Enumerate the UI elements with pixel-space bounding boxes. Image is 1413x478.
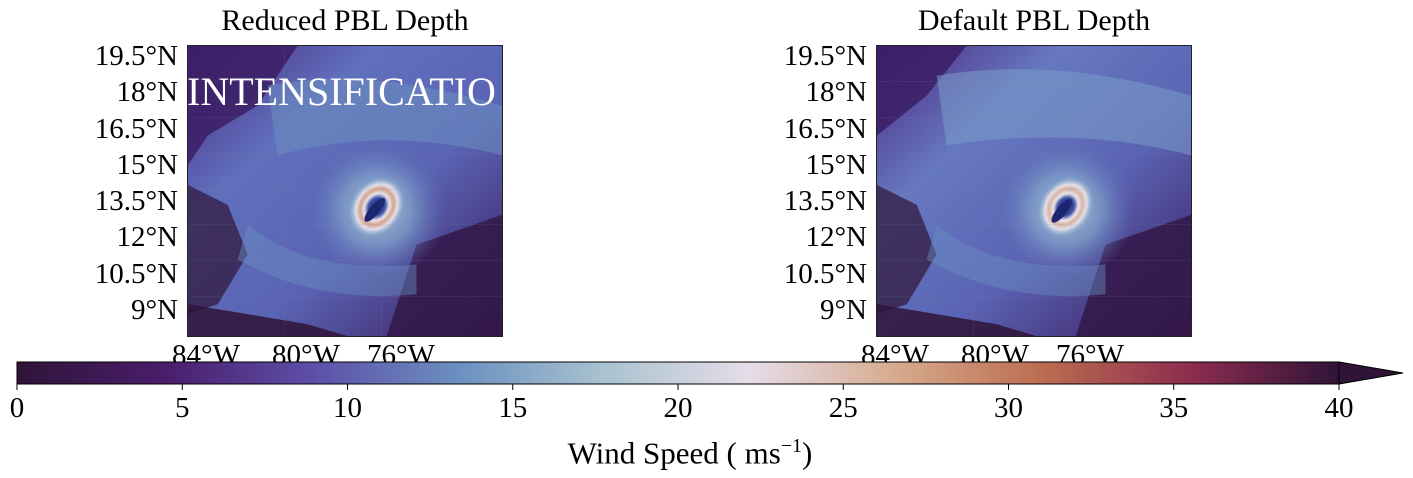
lat-tick: 12°N xyxy=(116,221,178,253)
panel-reduced-pbl: Reduced PBL Depth xyxy=(0,0,700,370)
panel-default-pbl: Default PBL Depth xyxy=(689,0,1389,370)
map-heatmap xyxy=(188,46,502,336)
colorbar-label-text: Wind Speed xyxy=(567,435,719,471)
colorbar-label: Wind Speed ( ms−1) xyxy=(567,435,813,471)
colorbar-extend-arrow xyxy=(1338,361,1404,385)
lat-tick: 10.5°N xyxy=(94,258,178,290)
panel-title: Default PBL Depth xyxy=(917,4,1151,37)
colorbar-unit: ms xyxy=(744,435,781,471)
colorbar-bar xyxy=(16,361,1340,385)
lat-tick: 10.5°N xyxy=(783,258,867,290)
colorbar-tick-label: 5 xyxy=(175,392,190,424)
panel-title: Reduced PBL Depth xyxy=(221,4,469,37)
colorbar-tick-label: 15 xyxy=(498,392,528,424)
lat-tick: 18°N xyxy=(805,76,867,108)
lat-tick: 15°N xyxy=(116,149,178,181)
lat-tick: 9°N xyxy=(130,294,178,326)
colorbar xyxy=(16,361,1407,390)
lat-tick: 15°N xyxy=(805,149,867,181)
lat-tick: 12°N xyxy=(805,221,867,253)
lat-tick: 13.5°N xyxy=(94,185,178,217)
colorbar-gradient xyxy=(16,361,1404,390)
colorbar-tick-label: 35 xyxy=(1159,392,1189,424)
lat-tick: 16.5°N xyxy=(783,113,867,145)
map-annotation: INTENSIFICATIO xyxy=(187,72,496,112)
lat-tick: 13.5°N xyxy=(783,185,867,217)
lat-tick: 9°N xyxy=(819,294,867,326)
lat-tick: 18°N xyxy=(116,76,178,108)
colorbar-tick-label: 0 xyxy=(9,392,25,424)
colorbar-unit-exponent: −1 xyxy=(780,435,803,457)
colorbar-tick-label: 30 xyxy=(994,392,1023,424)
colorbar-tick-label: 10 xyxy=(333,392,362,424)
colorbar-tick-label: 20 xyxy=(663,392,693,424)
colorbar-tick-label: 40 xyxy=(1324,392,1354,424)
colorbar-tick-label: 25 xyxy=(828,392,858,424)
lat-tick: 16.5°N xyxy=(94,113,178,145)
lat-tick: 19.5°N xyxy=(783,40,867,72)
wind-speed-map xyxy=(876,45,1192,337)
wind-speed-map xyxy=(187,45,503,337)
lat-tick: 19.5°N xyxy=(94,40,178,72)
map-heatmap xyxy=(877,46,1191,336)
